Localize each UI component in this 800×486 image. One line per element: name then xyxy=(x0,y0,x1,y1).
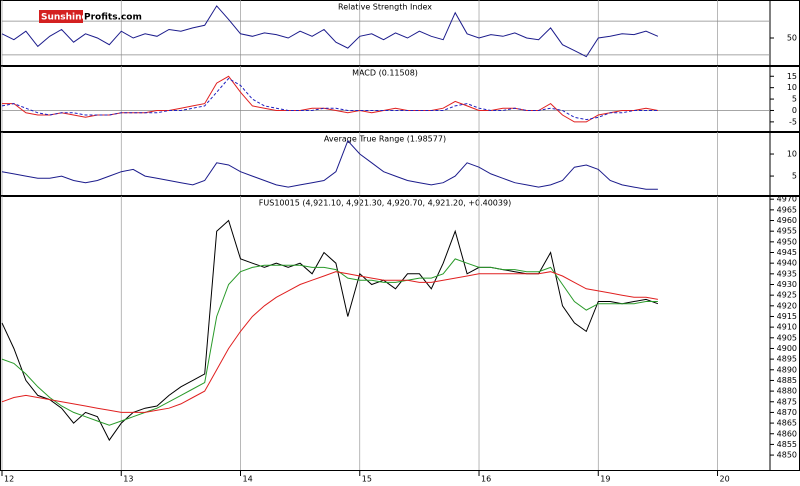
y-tick-label: 4890 xyxy=(777,365,797,374)
y-tick-label: 50 xyxy=(787,33,797,42)
y-tick-label: 4915 xyxy=(777,312,797,321)
y-tick-label: 4895 xyxy=(777,355,797,364)
y-tick-label: 4955 xyxy=(777,227,797,236)
y-tick-label: 10 xyxy=(787,83,797,92)
x-tick-label: 20 xyxy=(720,475,730,484)
x-tick-label: 19 xyxy=(600,475,610,484)
x-tick-label: 14 xyxy=(243,475,253,484)
y-tick-label: 4960 xyxy=(777,216,797,225)
series-line xyxy=(1,5,659,58)
x-tick-label: 12 xyxy=(4,475,14,484)
y-tick-label: 4965 xyxy=(777,205,797,214)
y-tick-label: 4970 xyxy=(777,195,797,204)
series-line xyxy=(1,258,658,426)
logo-box xyxy=(39,10,83,23)
y-tick-label: 4865 xyxy=(777,419,797,428)
logo-brand: Sunshine xyxy=(41,13,88,23)
x-tick-label: 13 xyxy=(123,475,133,484)
y-tick-label: -5 xyxy=(789,117,797,126)
panel-title: Average True Range (1.98577) xyxy=(324,135,446,144)
y-tick-label: 4930 xyxy=(777,280,797,289)
series-line xyxy=(1,219,659,442)
y-tick-label: 4935 xyxy=(777,269,797,278)
panel-frame xyxy=(0,196,800,471)
panel-title: Relative Strength Index xyxy=(338,3,432,12)
y-tick-label: 4880 xyxy=(777,387,797,396)
y-tick-label: 4860 xyxy=(777,429,797,438)
y-tick-label: 15 xyxy=(787,72,797,81)
y-tick-label: 4850 xyxy=(777,451,797,460)
y-tick-label: 10 xyxy=(787,150,797,159)
series-line xyxy=(1,139,658,190)
y-tick-label: 0 xyxy=(792,106,797,115)
y-tick-label: 4905 xyxy=(777,333,797,342)
series-line xyxy=(1,77,658,121)
x-tick-label: 15 xyxy=(362,475,372,484)
y-tick-label: 4940 xyxy=(777,259,797,268)
y-tick-label: 4950 xyxy=(777,237,797,246)
y-tick-label: 5 xyxy=(792,172,797,181)
y-tick-label: 4870 xyxy=(777,408,797,417)
y-tick-label: 4855 xyxy=(777,440,797,449)
series-line xyxy=(1,271,658,413)
y-tick-label: 4875 xyxy=(777,397,797,406)
y-tick-label: 4945 xyxy=(777,248,797,257)
y-tick-label: 4900 xyxy=(777,344,797,353)
y-tick-label: 4920 xyxy=(777,301,797,310)
y-tick-label: 4885 xyxy=(777,376,797,385)
y-tick-label: 4925 xyxy=(777,291,797,300)
panel-title: MACD (0.11508) xyxy=(352,69,418,78)
y-tick-label: 5 xyxy=(792,95,797,104)
panel-title: FUS10015 (4,921.10, 4,921.30, 4,920.70, … xyxy=(259,199,511,208)
y-tick-label: 4910 xyxy=(777,323,797,332)
logo-suffix: Profits.com xyxy=(84,13,142,23)
x-tick-label: 16 xyxy=(481,475,491,484)
